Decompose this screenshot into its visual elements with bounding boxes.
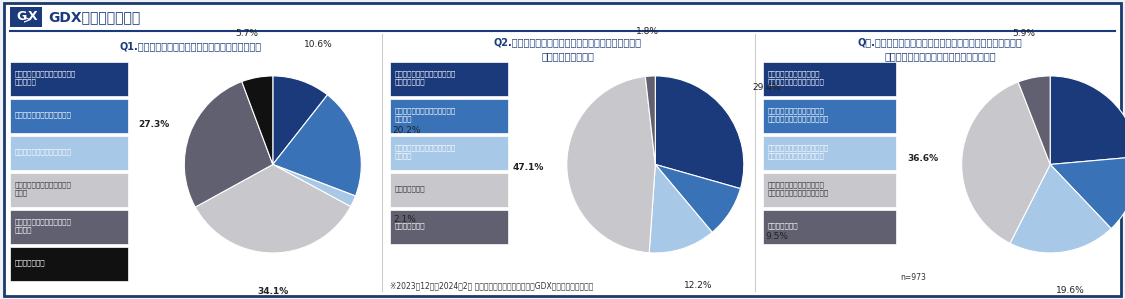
Wedge shape	[242, 76, 273, 164]
Text: 育児休業・介護休業ともに取得
事例がある: 育児休業・介護休業ともに取得 事例がある	[15, 71, 76, 85]
Text: 12.2%: 12.2%	[684, 281, 712, 290]
FancyBboxPatch shape	[390, 210, 509, 244]
FancyBboxPatch shape	[10, 99, 128, 133]
Wedge shape	[646, 76, 656, 164]
Text: 提供していない: 提供していない	[395, 186, 425, 192]
FancyBboxPatch shape	[10, 62, 128, 96]
Text: X: X	[28, 10, 37, 24]
FancyBboxPatch shape	[10, 210, 128, 244]
FancyBboxPatch shape	[763, 173, 896, 207]
Text: 34.1%: 34.1%	[258, 287, 289, 296]
Wedge shape	[1051, 157, 1125, 228]
FancyBboxPatch shape	[390, 99, 509, 133]
Text: 19.6%: 19.6%	[1056, 286, 1084, 295]
Text: 介護休業のみ取得事例がある: 介護休業のみ取得事例がある	[15, 149, 72, 155]
Text: 多様な採用を行っているが、
活躍可能な環境は整えていない: 多様な採用を行っているが、 活躍可能な環境は整えていない	[768, 108, 829, 122]
FancyBboxPatch shape	[390, 136, 509, 170]
Wedge shape	[184, 82, 273, 207]
Text: 多様な採用を行っており、
活躍可能な環境を整えている: 多様な採用を行っており、 活躍可能な環境を整えている	[768, 71, 825, 85]
Text: 把握していない: 把握していない	[768, 223, 799, 229]
Text: 47.1%: 47.1%	[513, 162, 544, 172]
Wedge shape	[1018, 76, 1051, 164]
Wedge shape	[272, 76, 327, 164]
Text: 2.1%: 2.1%	[394, 215, 416, 224]
Text: G: G	[16, 10, 26, 24]
Text: 10.6%: 10.6%	[304, 40, 333, 49]
Text: ※2023年12月～2024年2月 全国の中小企業経営者対象　GDXリサーチ研究所調べ: ※2023年12月～2024年2月 全国の中小企業経営者対象 GDXリサーチ研究…	[390, 281, 593, 291]
Text: 29.4%: 29.4%	[752, 83, 781, 92]
Text: Q2.時間や場所にとらわれない働き方ができる環境を
提供していますか。: Q2.時間や場所にとらわれない働き方ができる環境を 提供していますか。	[494, 37, 642, 61]
FancyBboxPatch shape	[763, 210, 896, 244]
Wedge shape	[655, 76, 744, 189]
Text: 36.6%: 36.6%	[908, 154, 939, 163]
FancyBboxPatch shape	[10, 173, 128, 207]
FancyBboxPatch shape	[10, 136, 128, 170]
FancyBboxPatch shape	[10, 247, 128, 281]
FancyBboxPatch shape	[390, 62, 509, 96]
Text: 把握していない: 把握していない	[15, 260, 46, 266]
Text: 育児休業・介護休業の社内規
定がない: 育児休業・介護休業の社内規 定がない	[15, 219, 72, 233]
Text: n=973: n=973	[900, 272, 926, 281]
FancyBboxPatch shape	[763, 136, 896, 170]
Wedge shape	[273, 164, 356, 207]
Text: 5.7%: 5.7%	[235, 29, 259, 38]
Wedge shape	[1050, 76, 1125, 164]
FancyBboxPatch shape	[390, 173, 509, 207]
Text: 27.3%: 27.3%	[138, 120, 170, 129]
Text: 社内規定はあるが、取得事例
がない: 社内規定はあるが、取得事例 がない	[15, 181, 72, 196]
Wedge shape	[655, 164, 740, 232]
Text: 時間にとらわれない環境を提供
している: 時間にとらわれない環境を提供 している	[395, 108, 457, 122]
Wedge shape	[196, 164, 351, 253]
Wedge shape	[649, 164, 712, 253]
Text: 場所にとらわれない環境を提供
している: 場所にとらわれない環境を提供 している	[395, 145, 457, 159]
FancyBboxPatch shape	[763, 99, 896, 133]
Wedge shape	[1010, 164, 1112, 253]
FancyBboxPatch shape	[763, 62, 896, 96]
Wedge shape	[567, 77, 655, 253]
Text: 多様な採用は行っておらず、
活躍可能な環境も整えていない: 多様な採用は行っておらず、 活躍可能な環境も整えていない	[768, 181, 829, 196]
FancyBboxPatch shape	[10, 7, 42, 27]
Text: GDXリサーチ研究所: GDXリサーチ研究所	[48, 10, 141, 24]
Text: 育児休業のみ取得事例がある: 育児休業のみ取得事例がある	[15, 112, 72, 118]
Text: 5.9%: 5.9%	[1012, 30, 1035, 39]
Text: >: >	[22, 15, 32, 25]
Text: 把握していない: 把握していない	[395, 223, 425, 229]
Wedge shape	[273, 95, 361, 196]
Text: 時間と場所にとらわれない環境
を提供している: 時間と場所にとらわれない環境 を提供している	[395, 71, 457, 85]
FancyBboxPatch shape	[4, 3, 1120, 296]
Text: 9.5%: 9.5%	[766, 232, 789, 241]
Wedge shape	[962, 82, 1051, 243]
Text: 多様な採用を行っていないが、
活躍可能な環境は整えている: 多様な採用を行っていないが、 活躍可能な環境は整えている	[768, 145, 829, 159]
Text: Q1.育児休業・介護休業の取得事例はありますか。: Q1.育児休業・介護休業の取得事例はありますか。	[120, 41, 262, 51]
Text: 1.8%: 1.8%	[636, 28, 658, 36]
Text: Q３.スキルや能力、職務経歴に関係なく、多様な人材採用に
努め、活躍できる環境を整えていますか。: Q３.スキルや能力、職務経歴に関係なく、多様な人材採用に 努め、活躍できる環境を…	[857, 37, 1023, 61]
Text: 20.2%: 20.2%	[393, 126, 421, 135]
